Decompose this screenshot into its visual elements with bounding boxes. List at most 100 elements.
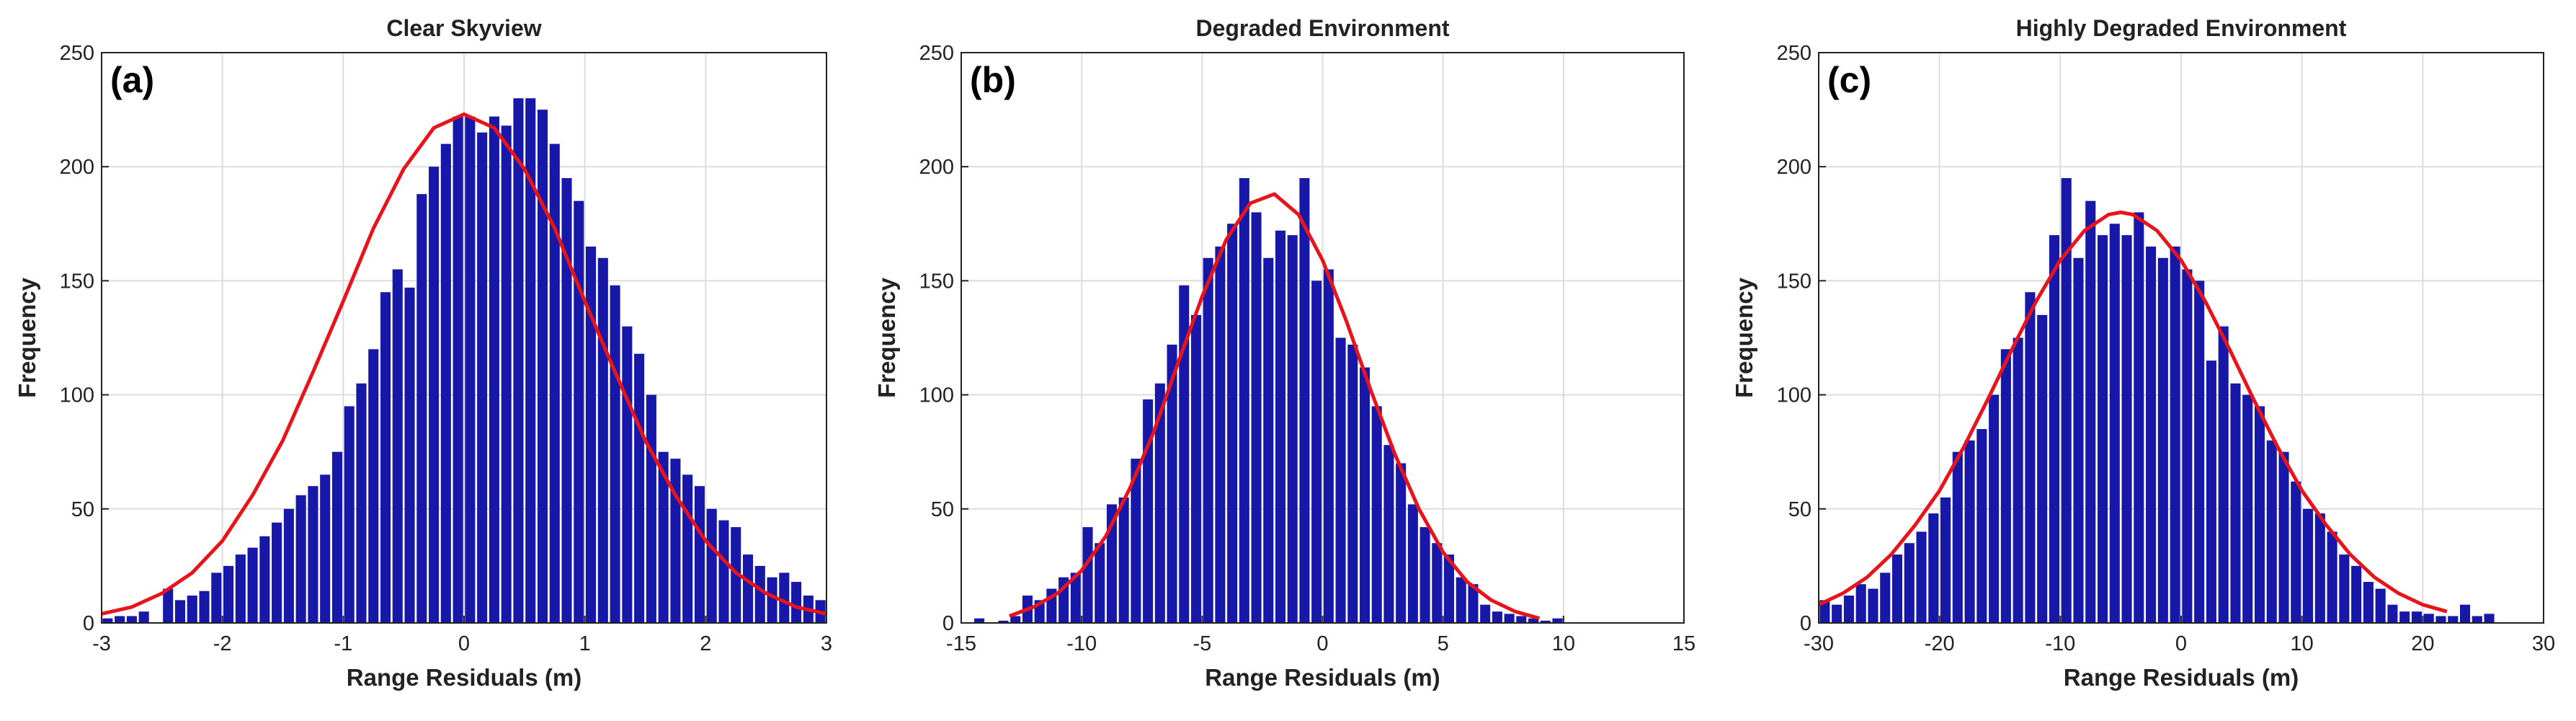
histogram-bar — [1383, 445, 1394, 623]
histogram-bar — [1444, 554, 1455, 623]
histogram-bar — [2097, 235, 2108, 623]
histogram-bar — [1432, 543, 1443, 623]
panel-label: (b) — [970, 60, 1016, 100]
histogram-bar — [465, 116, 476, 624]
histogram-bar — [477, 132, 488, 624]
y-tick-label: 100 — [1777, 384, 1811, 407]
histogram-bar — [2206, 360, 2216, 623]
histogram-bar — [561, 178, 572, 623]
y-tick-label: 0 — [1800, 612, 1811, 635]
histogram-bar — [1916, 531, 1927, 623]
histogram-bar — [2013, 337, 2023, 623]
histogram-bar — [670, 459, 681, 623]
histogram-bar — [742, 554, 754, 623]
histogram-bar — [1010, 616, 1021, 623]
histogram-bar — [187, 596, 197, 623]
histogram-bar — [295, 495, 306, 623]
histogram-bar — [1095, 543, 1105, 623]
x-tick-label: -30 — [1804, 632, 1834, 655]
histogram-bar — [1868, 588, 1878, 623]
histogram-bar — [2339, 554, 2350, 623]
histogram-bar — [1167, 344, 1177, 623]
y-tick-label: 0 — [83, 612, 94, 635]
histogram-bar — [163, 588, 174, 623]
histogram-bar — [2266, 440, 2277, 623]
histogram-bar — [331, 451, 342, 623]
x-tick-label: -5 — [1193, 632, 1211, 655]
y-tick-label: 150 — [60, 270, 94, 293]
histogram-bar — [1843, 596, 1854, 623]
histogram-bar — [2037, 314, 2048, 623]
axes-frame — [101, 52, 827, 624]
histogram-bar — [574, 200, 584, 623]
subplot: 0 50 100 150 200 250 -15 -10 -5 0 5 10 15 Degraded En… — [873, 15, 1695, 691]
histogram-bar — [2327, 531, 2337, 623]
y-tick-label: 200 — [60, 156, 94, 179]
histogram-bar — [489, 116, 499, 624]
x-tick-label: -15 — [946, 632, 976, 655]
axes-frame — [961, 52, 1685, 624]
histogram-bar — [706, 508, 717, 623]
histogram-bar — [779, 572, 790, 623]
histogram-bar — [1420, 527, 1430, 623]
y-tick-label: 200 — [919, 156, 954, 179]
axes-frame — [1818, 52, 2544, 624]
panel-label: (a) — [110, 60, 154, 100]
histogram-bar — [1952, 451, 1963, 623]
x-tick-label: 0 — [1316, 632, 1328, 655]
y-tick-label: 50 — [71, 498, 94, 521]
histogram-bar — [2000, 349, 2011, 623]
histogram-bar — [1299, 178, 1310, 623]
histogram-bar — [1468, 584, 1479, 623]
histogram-bar — [2448, 616, 2459, 623]
histogram-bar — [429, 167, 440, 623]
histogram-bar — [682, 474, 693, 623]
histogram-bar — [658, 451, 669, 623]
histogram-bar — [2472, 616, 2482, 623]
histogram-bar — [1880, 572, 1891, 623]
x-axis-label: Range Residuals (m) — [2064, 664, 2299, 691]
histogram-bar — [1904, 543, 1915, 623]
histogram-bar — [440, 143, 451, 623]
histogram-bar — [1227, 224, 1238, 623]
x-tick-label: 30 — [2532, 632, 2555, 655]
histogram-bar — [1832, 604, 1842, 623]
histogram-bar — [1131, 459, 1141, 623]
histogram-bar — [308, 486, 318, 623]
histogram-bar — [1528, 618, 1539, 623]
histogram-bar — [2363, 582, 2374, 623]
x-tick-label: -2 — [213, 632, 232, 655]
histogram-bar — [501, 125, 512, 624]
histogram-bar — [754, 565, 765, 623]
histogram-bar — [1251, 212, 1262, 624]
fit-curve — [1009, 192, 1541, 621]
histogram-bar — [1275, 230, 1286, 623]
histogram-bar — [235, 554, 246, 623]
histogram-bar — [2291, 481, 2301, 623]
histogram-bar — [259, 536, 270, 623]
y-tick-label: 150 — [919, 270, 954, 293]
histogram-bar — [2230, 383, 2241, 623]
histogram-bar — [2423, 614, 2434, 623]
subplot: 0 50 100 150 200 250 -30 -20 -10 0 10 20 30 Highly De… — [1731, 15, 2555, 691]
histogram-bar — [2435, 616, 2446, 623]
histogram-bar — [2278, 451, 2289, 623]
histogram-bar — [718, 520, 729, 623]
histogram-bar — [1989, 394, 2000, 623]
histogram-bar — [2182, 269, 2193, 623]
y-tick-label: 250 — [919, 42, 954, 65]
histogram-bar — [791, 582, 802, 623]
histogram-bar — [2387, 604, 2398, 623]
histogram-bar — [2157, 257, 2168, 623]
y-tick-label: 250 — [60, 42, 94, 65]
histogram-bar — [1311, 280, 1322, 623]
histogram-bar — [368, 349, 379, 623]
histogram-bar — [283, 508, 294, 623]
histogram-bar — [610, 285, 620, 623]
x-tick-label: 10 — [2291, 632, 2314, 655]
histogram-bar — [1891, 554, 1903, 623]
histogram-bar — [404, 287, 415, 623]
x-tick-label: 20 — [2411, 632, 2434, 655]
chart-title: Highly Degraded Environment — [2016, 15, 2347, 41]
histogram-bar — [211, 572, 222, 623]
